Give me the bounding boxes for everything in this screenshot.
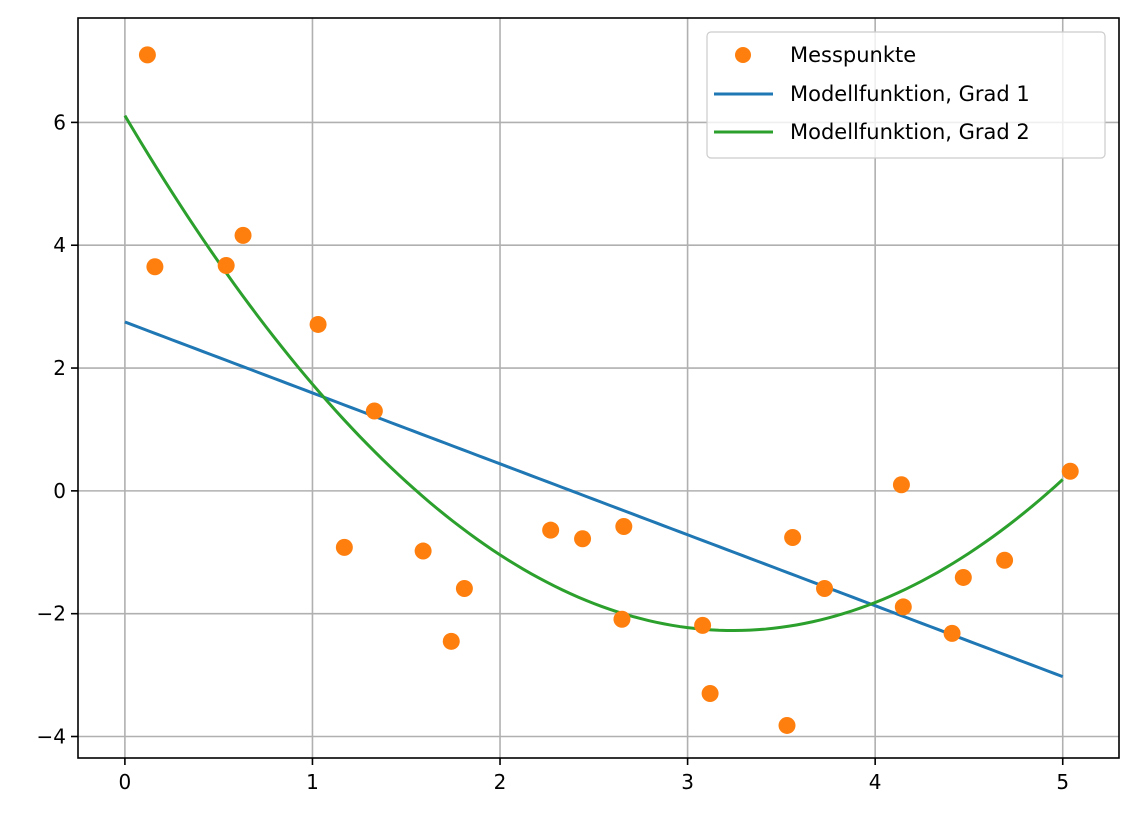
y-tick-label: 2 xyxy=(53,356,66,380)
x-tick-label: 4 xyxy=(869,770,882,794)
x-tick-label: 5 xyxy=(1056,770,1069,794)
legend-label-messpunkte: Messpunkte xyxy=(790,43,916,67)
legend-marker-messpunkte xyxy=(735,47,751,63)
model-line-grad-2 xyxy=(123,114,1064,633)
measurement-point xyxy=(613,610,631,628)
measurement-point xyxy=(138,46,156,64)
measurement-point xyxy=(414,542,432,560)
grid xyxy=(78,18,1119,758)
model-lines xyxy=(123,114,1064,679)
measurement-point xyxy=(542,521,560,539)
measurement-point xyxy=(996,551,1014,569)
y-tick-label: −4 xyxy=(37,725,66,749)
y-tick-label: 0 xyxy=(53,479,66,503)
measurement-point xyxy=(217,256,235,274)
axis-ticks: 0 1 2 3 4 5 −4 −2 0 2 4 6 xyxy=(37,110,1070,794)
data-points xyxy=(138,46,1079,734)
measurement-point xyxy=(784,529,802,547)
measurement-point xyxy=(574,530,592,548)
plot-frame xyxy=(77,17,1120,759)
measurement-point xyxy=(335,538,353,556)
measurement-point xyxy=(954,568,972,586)
model-line-grad-1 xyxy=(124,320,1064,679)
y-tick-label: −2 xyxy=(37,602,66,626)
measurement-point xyxy=(309,315,327,333)
x-tick-label: 1 xyxy=(306,770,319,794)
measurement-point xyxy=(234,226,252,244)
legend-label-grad-2: Modellfunktion, Grad 2 xyxy=(790,120,1030,144)
measurement-point xyxy=(943,624,961,642)
x-tick-label: 3 xyxy=(681,770,694,794)
legend-box xyxy=(706,31,1106,159)
measurement-point xyxy=(455,580,473,598)
measurement-point xyxy=(694,616,712,634)
x-tick-label: 0 xyxy=(119,770,132,794)
y-tick-label: 6 xyxy=(53,110,66,134)
measurement-point xyxy=(701,685,719,703)
legend-label-grad-1: Modellfunktion, Grad 1 xyxy=(790,82,1030,106)
measurement-point xyxy=(892,476,910,494)
measurement-point xyxy=(442,632,460,650)
measurement-point xyxy=(894,598,912,616)
y-tick-label: 4 xyxy=(53,233,66,257)
measurement-point xyxy=(365,402,383,420)
measurement-point xyxy=(816,580,834,598)
measurement-point xyxy=(146,258,164,276)
legend: Messpunkte Modellfunktion, Grad 1 Modell… xyxy=(706,31,1106,159)
x-tick-label: 2 xyxy=(494,770,507,794)
measurement-point xyxy=(615,517,633,535)
measurement-point xyxy=(778,716,796,734)
measurement-point xyxy=(1061,462,1079,480)
